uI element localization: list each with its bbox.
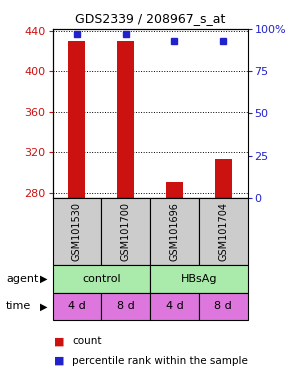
Text: ■: ■ — [54, 336, 64, 346]
Text: GSM101704: GSM101704 — [218, 202, 228, 261]
Bar — [52, 265, 150, 293]
Text: GDS2339 / 208967_s_at: GDS2339 / 208967_s_at — [75, 12, 225, 25]
Text: ■: ■ — [54, 356, 64, 366]
Text: 4 d: 4 d — [68, 301, 86, 311]
Text: ▶: ▶ — [40, 274, 47, 284]
Bar — [214, 159, 232, 198]
Bar — [117, 41, 134, 198]
Bar — [52, 198, 101, 265]
Bar — [199, 198, 248, 265]
Text: GSM101530: GSM101530 — [72, 202, 82, 261]
Bar — [101, 198, 150, 265]
Text: ▶: ▶ — [40, 301, 47, 311]
Text: time: time — [6, 301, 31, 311]
Bar — [150, 265, 248, 293]
Bar — [166, 182, 183, 198]
Text: 4 d: 4 d — [166, 301, 183, 311]
Text: agent: agent — [6, 274, 38, 284]
Bar — [150, 198, 199, 265]
Bar — [199, 293, 248, 320]
Bar — [68, 41, 86, 198]
Text: control: control — [82, 274, 121, 284]
Text: GSM101700: GSM101700 — [121, 202, 130, 261]
Text: 8 d: 8 d — [117, 301, 134, 311]
Text: HBsAg: HBsAg — [181, 274, 217, 284]
Text: GSM101696: GSM101696 — [169, 202, 179, 261]
Text: percentile rank within the sample: percentile rank within the sample — [72, 356, 248, 366]
Text: 8 d: 8 d — [214, 301, 232, 311]
Bar — [150, 293, 199, 320]
Bar — [52, 293, 101, 320]
Bar — [101, 293, 150, 320]
Text: count: count — [72, 336, 101, 346]
